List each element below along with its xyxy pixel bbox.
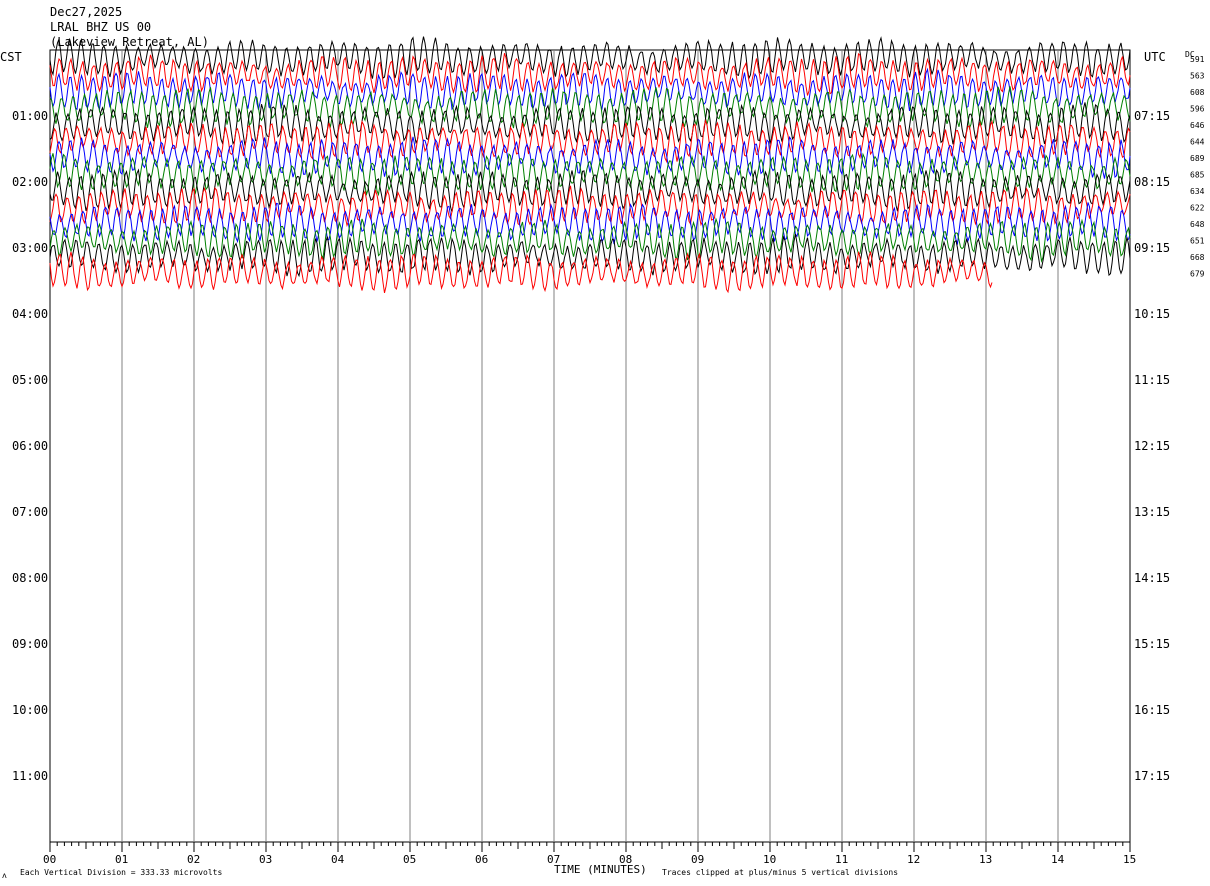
right-time-label: 16:15 [1134,703,1170,717]
left-time-axis: 01:00 02:00 03:00 04:00 05:00 06:00 07:00 08:00… [12,109,48,783]
x-tick-label: 13 [979,853,992,866]
header-date: Dec27,2025 [50,5,122,19]
seismic-trace [49,217,1131,263]
left-time-label: 05:00 [12,373,48,387]
dc-offset-value: 648 [1190,220,1205,229]
right-time-label: 14:15 [1134,571,1170,585]
x-tick-label: 03 [259,853,272,866]
left-time-label: 03:00 [12,241,48,255]
left-time-label: 02:00 [12,175,48,189]
dc-label: DC [1185,50,1195,59]
seismic-trace [49,36,1131,80]
x-axis-title: TIME (MINUTES) [554,863,647,876]
x-tick-label: 00 [43,853,56,866]
right-time-label: 12:15 [1134,439,1170,453]
x-axis: 00 01 02 03 04 05 06 07 08 09 10 11 12 13 14 15 [43,842,1136,866]
left-time-label: 08:00 [12,571,48,585]
dc-offset-value: 644 [1190,138,1205,147]
x-tick-label: 06 [475,853,488,866]
x-tick-label: 05 [403,853,416,866]
x-tick-label: 08 [619,853,632,866]
dc-offset-value: 679 [1190,270,1205,279]
seismic-trace [49,102,1131,146]
left-timezone-label: CST [0,50,22,64]
dc-offset-value: 596 [1190,105,1205,114]
right-time-axis: 07:15 08:15 09:15 10:15 11:15 12:15 13:15 14:15… [1134,109,1170,783]
x-tick-label: 02 [187,853,200,866]
seismic-trace [49,233,1131,278]
left-time-label: 01:00 [12,109,48,123]
x-tick-label: 15 [1123,853,1136,866]
dc-offset-column: 591 563 608 596 646 644 689 685 634 622 648 651 668 6… [1190,55,1205,279]
x-tick-label: 12 [907,853,920,866]
right-time-label: 15:15 [1134,637,1170,651]
right-timezone-label: UTC [1144,50,1166,64]
plot-frame [49,49,1131,843]
dc-offset-value: 689 [1190,154,1205,163]
right-time-label: 08:15 [1134,175,1170,189]
x-tick-label: 10 [763,853,776,866]
seismic-trace [49,52,1131,96]
left-time-label: 09:00 [12,637,48,651]
seismic-trace [49,135,1131,179]
dc-offset-value: 608 [1190,88,1205,97]
header-location: (Lakeview Retreat, AL) [50,35,209,49]
right-time-label: 07:15 [1134,109,1170,123]
header-station: LRAL BHZ US 00 [50,20,151,34]
dc-offset-value: 685 [1190,171,1205,180]
left-time-label: 04:00 [12,307,48,321]
trace-group [49,36,1131,294]
seismic-trace [49,201,1131,246]
right-time-label: 11:15 [1134,373,1170,387]
x-tick-label: 11 [835,853,848,866]
left-time-label: 10:00 [12,703,48,717]
x-tick-label: 14 [1051,853,1065,866]
x-tick-label: 07 [547,853,560,866]
x-tick-label: 01 [115,853,128,866]
right-time-label: 13:15 [1134,505,1170,519]
seismic-trace [49,168,1131,213]
right-time-label: 10:15 [1134,307,1170,321]
seismic-trace [49,67,1131,112]
left-time-label: 11:00 [12,769,48,783]
dc-offset-value: 651 [1190,237,1205,246]
seismic-trace [49,86,1131,131]
right-time-label: 17:15 [1134,769,1170,783]
left-time-label: 06:00 [12,439,48,453]
dc-offset-value: 646 [1190,121,1205,130]
footer-clip: Traces clipped at plus/minus 5 vertical … [662,868,898,877]
dc-offset-value: 591 [1190,55,1205,64]
dc-offset-value: 634 [1190,187,1205,196]
dc-offset-value: 668 [1190,253,1205,262]
right-time-label: 09:15 [1134,241,1170,255]
left-time-label: 07:00 [12,505,48,519]
seismic-trace [49,119,1131,164]
dc-offset-value: 622 [1190,204,1205,213]
corner-mark: ᴧ [2,871,7,880]
seismic-trace [49,152,1131,197]
x-tick-label: 04 [331,853,345,866]
seismic-trace [49,185,1131,228]
dc-offset-value: 563 [1190,72,1205,81]
footer-scale: Each Vertical Division = 333.33 microvol… [20,868,222,877]
minute-grid [121,50,1059,842]
seismic-trace [49,251,993,294]
x-tick-label: 09 [691,853,704,866]
